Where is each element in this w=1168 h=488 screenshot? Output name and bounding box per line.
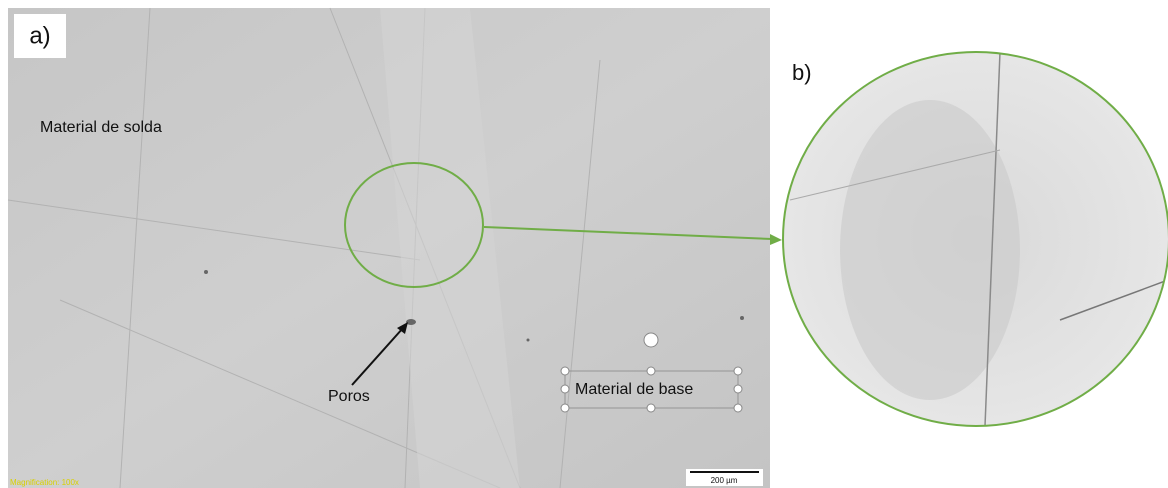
annotation: Material de solda <box>40 119 162 136</box>
panel-label: b) <box>792 60 812 85</box>
annotation: Material de base <box>575 381 693 398</box>
scale-label: 200 µm <box>711 476 738 485</box>
zoom-image <box>783 52 1168 426</box>
figure: a) Material de solda Poros Material de b… <box>0 0 1168 488</box>
page: a) Material de solda Poros Material de b… <box>0 0 1168 488</box>
panel-label: a) <box>29 22 50 49</box>
annotation: Poros <box>328 388 370 405</box>
magnification: Magnification: 100x <box>10 478 79 487</box>
connector-head <box>770 234 782 245</box>
